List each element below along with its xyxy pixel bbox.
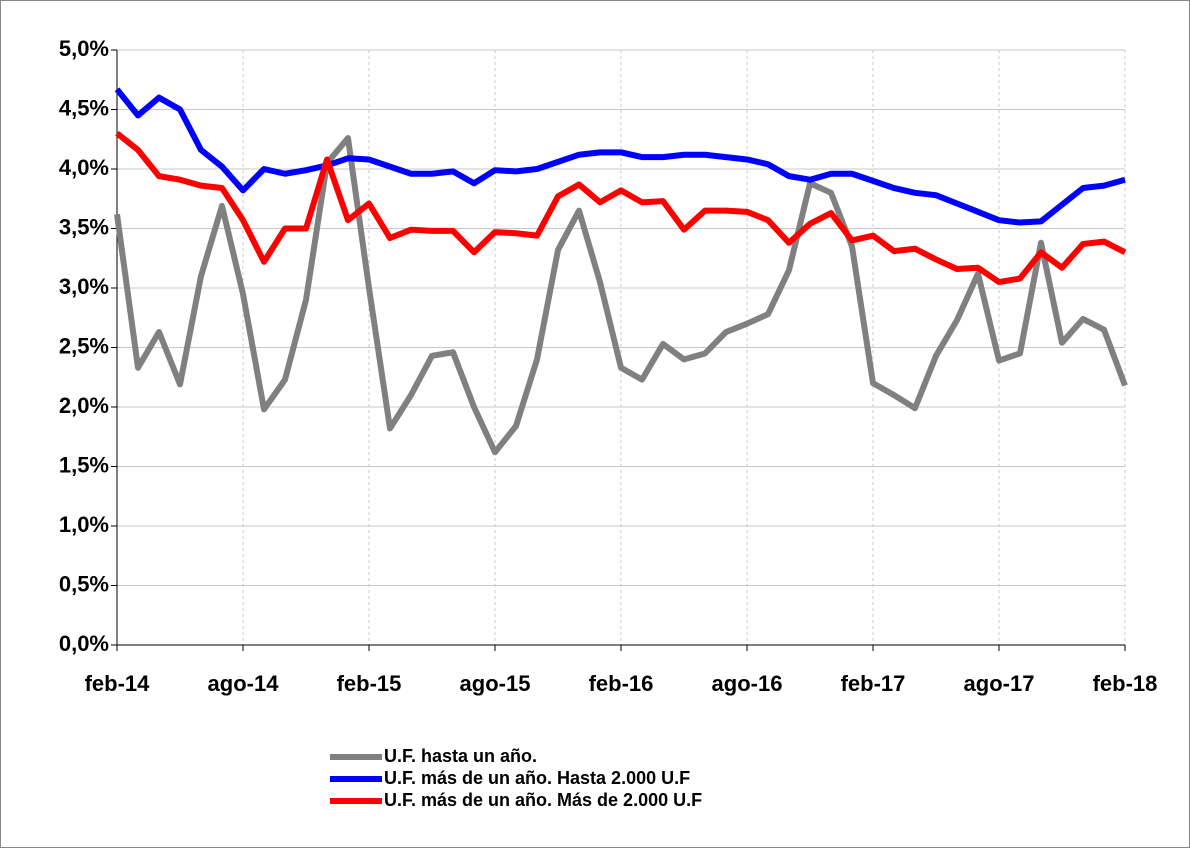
y-tick-label: 3,5% bbox=[59, 214, 109, 239]
y-tick-label: 2,0% bbox=[59, 393, 109, 418]
x-tick-label: ago-14 bbox=[208, 671, 280, 696]
y-tick-label: 5,0% bbox=[59, 36, 109, 61]
series-line bbox=[115, 130, 1127, 286]
y-tick-label: 3,0% bbox=[59, 274, 109, 299]
x-tick-label: feb-14 bbox=[85, 671, 151, 696]
x-tick-label: feb-16 bbox=[589, 671, 654, 696]
y-tick-label: 4,0% bbox=[59, 155, 109, 180]
y-tick-label: 1,5% bbox=[59, 452, 109, 477]
x-tick-label: ago-16 bbox=[712, 671, 783, 696]
y-tick-label: 4,5% bbox=[59, 95, 109, 120]
y-tick-label: 0,0% bbox=[59, 631, 109, 656]
x-tick-label: feb-17 bbox=[841, 671, 906, 696]
series-line bbox=[114, 87, 1126, 226]
y-tick-label: 0,5% bbox=[59, 571, 109, 596]
x-tick-label: feb-15 bbox=[337, 671, 402, 696]
x-tick-label: feb-18 bbox=[1093, 671, 1158, 696]
x-tick-label: ago-15 bbox=[460, 671, 531, 696]
y-tick-label: 1,0% bbox=[59, 512, 109, 537]
legend-label: U.F. más de un año. Hasta 2.000 U.F bbox=[384, 768, 690, 788]
legend-label: U.F. hasta un año. bbox=[384, 746, 537, 766]
x-tick-label: ago-17 bbox=[964, 671, 1035, 696]
series-line bbox=[114, 135, 1128, 456]
y-tick-label: 2,5% bbox=[59, 333, 109, 358]
legend-label: U.F. más de un año. Más de 2.000 U.F bbox=[384, 790, 702, 810]
